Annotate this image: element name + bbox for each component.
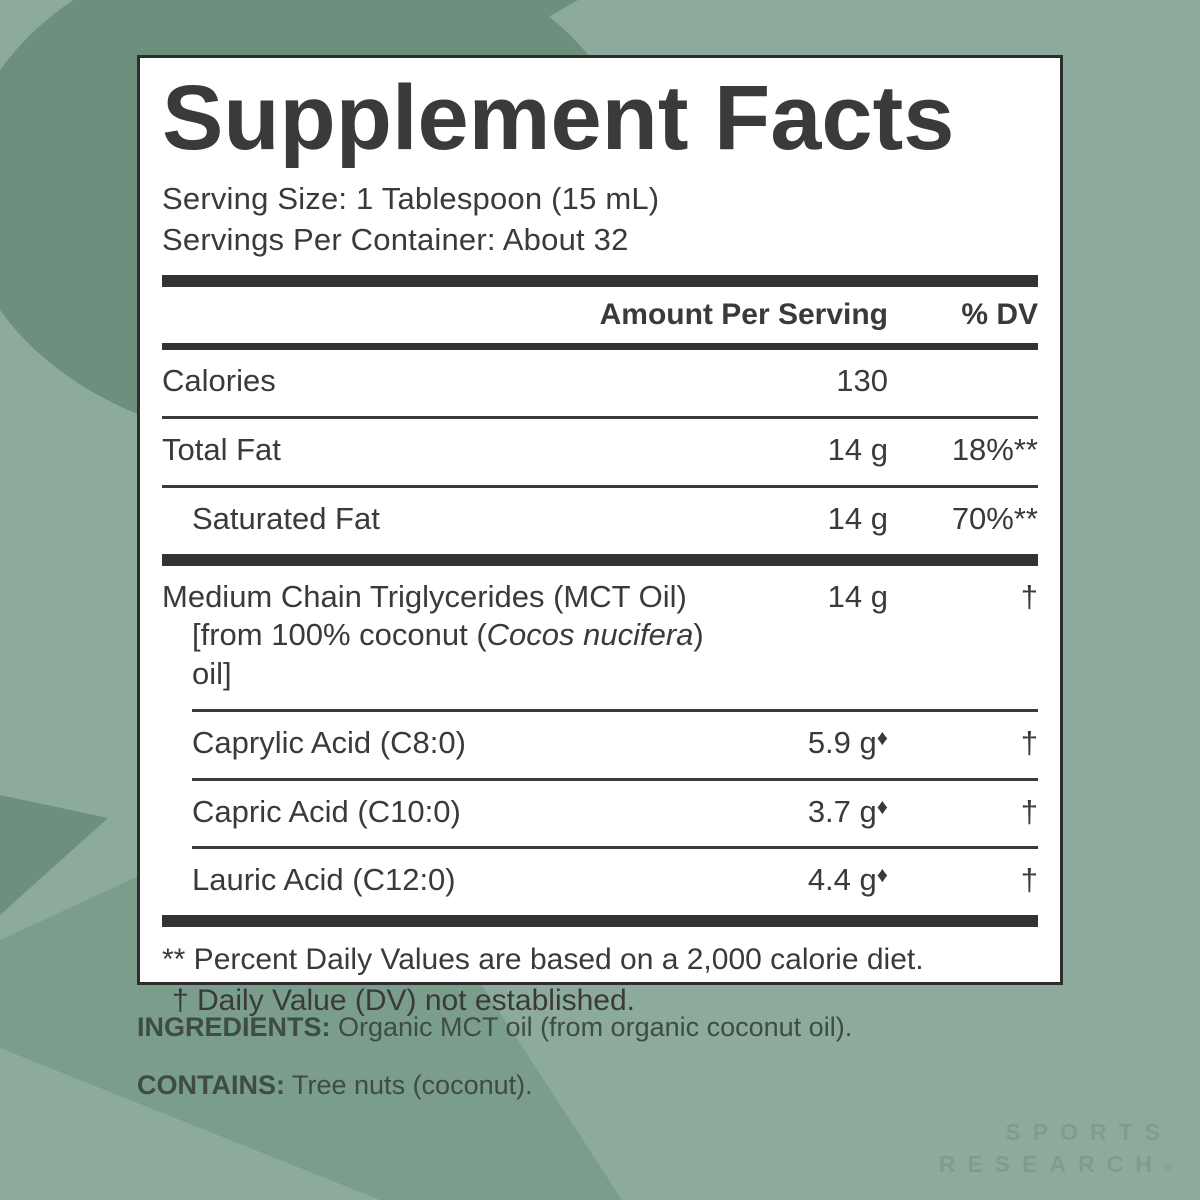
separator <box>162 416 1038 420</box>
amount-per-serving-header: Amount Per Serving <box>599 298 888 332</box>
table-row-capric-acid: Capric Acid (C10:0) 3.7 g♦ † <box>162 781 1038 847</box>
registered-trademark-icon: ® <box>1163 1162 1172 1175</box>
contains-text: Tree nuts (coconut). <box>285 1070 533 1101</box>
nutrient-dv: † <box>1020 578 1038 614</box>
separator <box>162 484 1038 488</box>
mct-name-line2: [from 100% coconut (Cocos nucifera) oil] <box>162 616 744 694</box>
nutrient-dv: † <box>1020 724 1038 760</box>
table-row-saturated-fat: Saturated Fat 14 g 70%** <box>162 488 1038 554</box>
nutrient-dv: † <box>1020 793 1038 829</box>
table-row-lauric-acid: Lauric Acid (C12:0) 4.4 g♦ † <box>162 849 1038 915</box>
mct-source-open: [from 100% coconut ( <box>192 617 487 653</box>
panel-title: Supplement Facts <box>162 67 955 169</box>
ingredients-text: Organic MCT oil (from organic coconut oi… <box>330 1012 853 1042</box>
separator-indented <box>192 846 1038 850</box>
amount-value: 3.7 g <box>807 793 877 829</box>
nutrient-amount: 4.4 g♦ <box>752 861 888 900</box>
separator-indented <box>192 708 1038 712</box>
diamond-symbol: ♦ <box>876 793 888 819</box>
serving-size-line: Serving Size: 1 Tablespoon (15 mL) <box>162 180 660 216</box>
nutrient-name: Capric Acid (C10:0) <box>192 793 461 829</box>
nutrient-amount: 130 <box>836 363 888 399</box>
brand-line-research: RESEARCH® <box>939 1148 1172 1180</box>
nutrient-name: Caprylic Acid (C8:0) <box>192 724 466 760</box>
divider-thick-mid <box>162 553 1038 566</box>
footnotes: ** Percent Daily Values are based on a 2… <box>162 927 1038 1022</box>
table-row-total-fat: Total Fat 14 g 18%** <box>162 419 1038 485</box>
ingredients-label: INGREDIENTS: <box>137 1012 331 1042</box>
divider-thick-bottom <box>162 915 1038 928</box>
diamond-symbol: ♦ <box>876 862 888 888</box>
ingredients-section: INGREDIENTS: Organic MCT oil (from organ… <box>137 1010 997 1126</box>
background-dark-wedge <box>0 795 108 915</box>
diamond-symbol: ♦ <box>876 724 888 750</box>
ingredients-line: INGREDIENTS: Organic MCT oil (from organ… <box>137 1010 997 1045</box>
table-row-mct-oil: Medium Chain Triglycerides (MCT Oil) [fr… <box>162 566 1038 709</box>
divider-header <box>162 343 1038 351</box>
nutrient-amount: 14 g <box>827 432 888 468</box>
nutrient-amount: 14 g <box>827 578 888 614</box>
mct-name-line1: Medium Chain Triglycerides (MCT Oil) <box>162 578 687 614</box>
nutrient-dv: 70%** <box>951 500 1038 536</box>
amount-value: 5.9 g <box>807 724 877 760</box>
mct-source-latin-name: Cocos nucifera <box>486 617 694 653</box>
nutrient-name: Total Fat <box>162 432 281 468</box>
contains-label: CONTAINS: <box>137 1070 285 1101</box>
brand-line-sports: SPORTS <box>1005 1119 1172 1145</box>
amount-value: 4.4 g <box>807 862 877 898</box>
nutrient-dv: † <box>1020 862 1038 898</box>
contains-line: CONTAINS: Tree nuts (coconut). <box>137 1068 997 1103</box>
table-header-row: Amount Per Serving % DV <box>162 287 1038 343</box>
nutrient-name: Medium Chain Triglycerides (MCT Oil) [fr… <box>162 578 752 694</box>
brand-watermark: SPORTS RESEARCH® <box>939 1116 1172 1180</box>
divider-thick-top <box>162 275 1038 288</box>
separator-indented <box>192 777 1038 781</box>
nutrient-name: Lauric Acid (C12:0) <box>192 862 456 898</box>
footnote-dagger: † Daily Value (DV) not established. <box>172 984 636 1018</box>
nutrient-dv: 18%** <box>951 432 1038 468</box>
percent-dv-header: % DV <box>961 298 1038 332</box>
servings-per-container-line: Servings Per Container: About 32 <box>162 222 629 258</box>
supplement-facts-panel: Supplement Facts Serving Size: 1 Tablesp… <box>137 55 1063 1017</box>
footnote-percent-dv: ** Percent Daily Values are based on a 2… <box>162 943 924 977</box>
table-row-calories: Calories 130 <box>162 350 1038 416</box>
nutrient-amount: 5.9 g♦ <box>752 724 888 763</box>
brand-research-text: RESEARCH <box>938 1151 1164 1178</box>
nutrient-name: Calories <box>162 363 276 399</box>
nutrient-name: Saturated Fat <box>192 500 380 536</box>
mct-source-close: ) oil] <box>192 617 704 692</box>
table-row-caprylic-acid: Caprylic Acid (C8:0) 5.9 g♦ † <box>162 712 1038 778</box>
nutrient-amount: 14 g <box>827 500 888 536</box>
nutrient-amount: 3.7 g♦ <box>752 793 888 832</box>
